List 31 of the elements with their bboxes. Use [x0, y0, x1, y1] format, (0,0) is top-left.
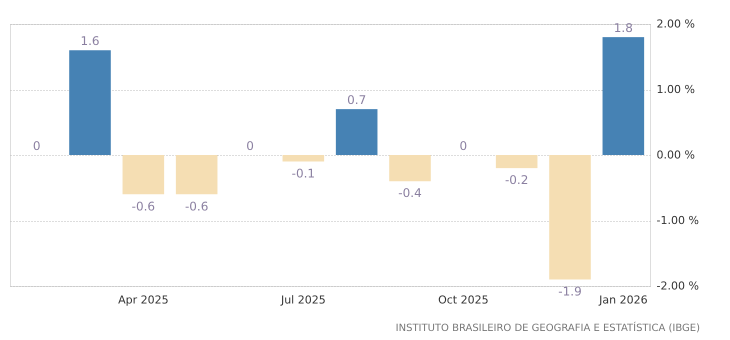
data-label: -0.6 — [132, 199, 156, 214]
data-label: -0.1 — [292, 166, 316, 181]
bar — [496, 155, 538, 168]
data-label: 0.7 — [347, 93, 366, 108]
x-tick-label: Jul 2025 — [280, 294, 326, 306]
text: INSTITUTO BRASILEIRO DE GEOGRAFIA E ESTATÍSTICA (IBGE) — [396, 321, 700, 334]
data-label: -1.9 — [558, 284, 582, 298]
y-tick-label: 1.00 % — [656, 83, 695, 96]
y-tick-label: -1.00 % — [656, 214, 699, 227]
data-label: -0.2 — [504, 173, 528, 188]
data-label: 1.8 — [614, 21, 633, 36]
data-label: 0 — [460, 139, 468, 153]
y-tick-label: 0.00 % — [656, 148, 695, 162]
bar — [282, 155, 324, 162]
data-label: 0 — [246, 139, 254, 153]
x-tick-label: Apr 2025 — [118, 294, 169, 306]
bar — [602, 37, 644, 155]
data-label: -0.4 — [398, 186, 422, 200]
y-tick-label: 2.00 % — [656, 18, 695, 30]
data-label: -0.6 — [184, 199, 208, 214]
bar — [176, 155, 218, 194]
bar — [389, 155, 431, 182]
bar — [336, 109, 378, 155]
x-tick-label: Oct 2025 — [438, 294, 489, 306]
y-tick-label: -2.00 % — [656, 280, 699, 292]
data-label: 0 — [32, 139, 40, 153]
bar — [549, 155, 591, 280]
x-tick-label: Jan 2026 — [598, 294, 648, 306]
bar — [69, 50, 111, 155]
data-label: 1.6 — [80, 34, 100, 48]
bar — [122, 155, 164, 194]
